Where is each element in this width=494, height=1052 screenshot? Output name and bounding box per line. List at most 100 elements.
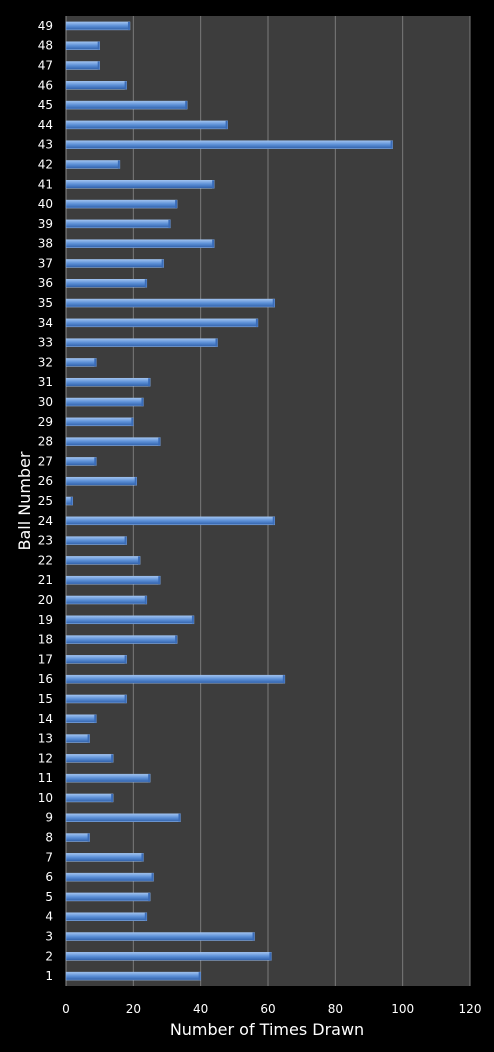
bar-cap-ball-47 [97,61,100,70]
bar-cap-ball-16 [282,675,285,684]
y-tick-label: 36 [38,276,53,290]
bar-ball-1 [65,971,201,981]
bar-ball-26 [65,476,137,486]
y-tick-label: 16 [38,672,53,686]
bar-ball-18 [65,635,178,644]
bar-ball-16 [65,674,286,684]
bar-ball-28 [65,437,161,446]
y-tick-label: 17 [38,652,53,666]
y-tick-label: 26 [38,474,53,488]
bar-cap-ball-30 [141,398,144,407]
y-tick-label: 46 [38,78,53,92]
x-tick-label: 40 [193,1002,208,1016]
bar-cap-ball-26 [134,477,137,486]
bar-ball-38 [65,239,215,248]
y-tick-label: 2 [45,949,53,963]
y-axis-title: Ball Number [15,451,34,550]
y-tick-label: 11 [38,771,53,785]
y-tick-label: 5 [45,890,53,904]
bar-cap-ball-44 [225,120,228,129]
bar-cap-ball-23 [124,536,127,545]
bar-cap-ball-37 [161,259,164,268]
bar-ball-29 [65,417,134,427]
y-tick-label: 43 [38,138,53,152]
bar-cap-ball-25 [70,497,73,505]
bar-cap-ball-10 [111,793,114,802]
y-tick-label: 27 [38,454,53,468]
y-tick-label: 33 [38,336,53,350]
bar-cap-ball-28 [158,437,161,446]
bar-cap-ball-2 [269,952,272,961]
y-tick-label: 3 [45,930,53,944]
y-tick-labels: 1234567891011121314151617181920212223242… [38,19,53,983]
x-tick-label: 120 [459,1002,482,1016]
y-tick-label: 20 [38,593,53,607]
x-tick-label: 20 [126,1002,141,1016]
bar-ball-37 [65,259,164,268]
bar-cap-ball-46 [124,81,127,90]
y-tick-label: 25 [38,494,53,508]
bar-cap-ball-41 [212,180,215,189]
y-tick-label: 23 [38,534,53,548]
bar-cap-ball-49 [127,21,130,30]
y-tick-label: 13 [38,732,53,746]
y-tick-label: 12 [38,751,53,765]
bar-ball-47 [65,61,100,70]
y-tick-label: 37 [38,256,53,270]
bar-cap-ball-31 [148,378,151,387]
y-tick-label: 29 [38,415,53,429]
bar-cap-ball-38 [212,239,215,248]
bar-ball-39 [65,219,171,229]
y-tick-label: 24 [38,514,53,528]
y-tick-label: 31 [38,375,53,389]
bar-cap-ball-17 [124,655,127,664]
bar-ball-2 [65,952,272,961]
y-tick-label: 40 [38,197,53,211]
bar-cap-ball-14 [94,714,97,723]
y-tick-label: 28 [38,435,53,449]
bar-cap-ball-1 [198,972,201,981]
bar-ball-35 [65,298,275,308]
bar-ball-49 [65,21,131,31]
y-tick-label: 8 [45,831,53,845]
y-tick-label: 21 [38,573,53,587]
bar-ball-27 [65,457,97,466]
bar-ball-4 [65,912,148,921]
bar-ball-40 [65,199,178,209]
y-tick-label: 7 [45,850,53,864]
bar-cap-ball-27 [94,457,97,466]
y-tick-label: 32 [38,355,53,369]
y-tick-label: 6 [45,870,53,884]
y-tick-label: 10 [38,791,53,805]
bar-cap-ball-36 [144,279,147,288]
y-tick-label: 4 [45,910,53,924]
bar-cap-ball-11 [148,774,151,783]
bars [65,21,393,981]
bar-cap-ball-40 [175,200,178,209]
x-tick-label: 80 [328,1002,343,1016]
bar-ball-43 [65,140,393,149]
bar-cap-ball-34 [255,318,258,327]
bar-ball-21 [65,575,161,585]
bar-cap-ball-29 [131,417,134,426]
y-tick-label: 30 [38,395,53,409]
x-axis-title: Number of Times Drawn [170,1020,364,1039]
bar-ball-11 [65,773,151,783]
bar-cap-ball-43 [390,140,393,149]
bar-ball-24 [65,516,275,526]
y-tick-label: 41 [38,177,53,191]
y-tick-label: 19 [38,613,53,627]
y-tick-label: 14 [38,712,53,726]
y-tick-label: 47 [38,58,53,72]
bar-cap-ball-32 [94,358,97,367]
bar-cap-ball-9 [178,813,181,822]
bar-cap-ball-8 [87,833,90,842]
bar-cap-ball-24 [272,516,275,525]
x-tick-label: 100 [391,1002,414,1016]
y-tick-label: 38 [38,237,53,251]
bar-ball-17 [65,655,127,664]
y-tick-label: 39 [38,217,53,231]
y-tick-label: 1 [45,969,53,983]
bar-ball-30 [65,397,144,407]
